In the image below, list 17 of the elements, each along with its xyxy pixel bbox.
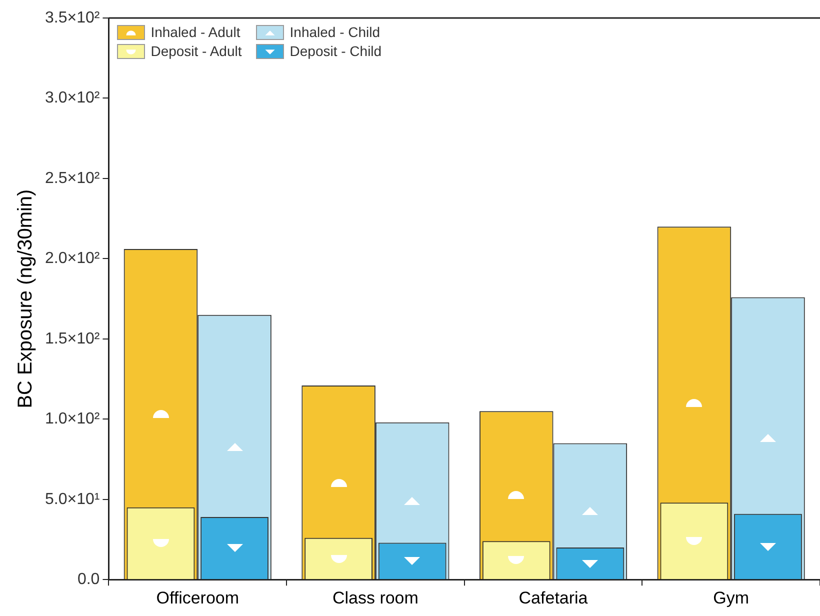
y-tick-label: 0.0 [77,571,100,588]
legend-label: Inhaled - Child [290,24,380,41]
legend-label: Deposit - Adult [150,43,242,60]
y-tick-label: 1.5×10² [44,330,100,348]
legend-label: Deposit - Child [290,43,382,60]
y-tick-label: 3.0×10² [44,90,100,107]
y-axis-title: BC Exposure (ng/30min) [14,189,37,408]
x-tick-label: Officeroom [156,588,240,608]
x-tick-label: Cafetaria [518,588,588,608]
y-tick-label: 5.0×10¹ [44,490,100,508]
legend-label: Inhaled - Adult [150,24,240,41]
y-tick-label: 2.5×10² [44,170,100,187]
y-tick-label: 3.5×10² [44,9,100,26]
x-tick-label: Class room [332,588,418,608]
y-tick-label: 2.0×10² [44,250,100,268]
x-tick-label: Gym [713,588,750,608]
y-tick-label: 1.0×10² [44,410,100,428]
